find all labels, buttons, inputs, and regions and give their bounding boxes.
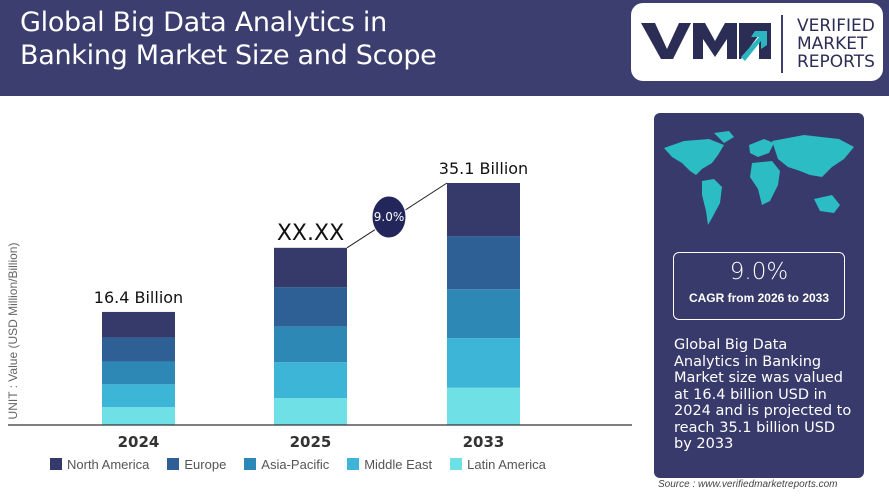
stacked-bar-chart: 2024 16.4 Billion 2025 XX.XX 2033 35.1 Billio… bbox=[8, 159, 632, 451]
world-map-icon bbox=[664, 131, 854, 225]
bar-segment-europe bbox=[447, 236, 520, 290]
legend-swatch bbox=[347, 458, 360, 470]
legend-label: Asia-Pacific bbox=[261, 457, 330, 472]
bar-segment-europe bbox=[274, 287, 347, 327]
legend-item: Latin America bbox=[450, 457, 546, 472]
market-description: Global Big Data Analytics in Banking Mar… bbox=[674, 337, 852, 452]
source-text: Source : www.verifiedmarketreports.com bbox=[658, 479, 838, 490]
legend-item: North America bbox=[50, 457, 149, 472]
legend-item: Europe bbox=[167, 457, 226, 472]
legend-label: Latin America bbox=[467, 457, 546, 472]
legend-item: Middle East bbox=[347, 457, 432, 472]
logo-divider bbox=[781, 15, 783, 73]
bar-segment-middle-east bbox=[102, 384, 175, 408]
bar-segment-latin-america bbox=[102, 407, 175, 425]
legend-item: Asia-Pacific bbox=[244, 457, 329, 472]
chart-area: UNIT : Value (USD Million/Billion) 2024 1… bbox=[0, 96, 640, 493]
bar-segment-north-america bbox=[447, 183, 520, 237]
x-tick-label: 2024 bbox=[118, 433, 160, 451]
page-title: Global Big Data Analytics in Banking Mark… bbox=[20, 6, 437, 72]
x-tick-label: 2025 bbox=[290, 433, 332, 451]
y-axis-label: UNIT : Value (USD Million/Billion) bbox=[6, 242, 20, 420]
logo: VERIFIED MARKET REPORTS bbox=[631, 3, 883, 81]
bar-segment-middle-east bbox=[447, 338, 520, 388]
title-line-2: Banking Market Size and Scope bbox=[20, 40, 437, 71]
vmr-logo-icon bbox=[641, 23, 771, 61]
title-line-1: Global Big Data Analytics in bbox=[20, 7, 387, 38]
cagr-value: 9.0% bbox=[729, 259, 789, 285]
legend-swatch bbox=[50, 458, 62, 470]
info-panel: 9.0% CAGR from 2026 to 2033 Global Big D… bbox=[654, 113, 864, 478]
legend-label: Europe bbox=[184, 457, 227, 472]
legend: North America Europe Asia-Pacific Middle Ea… bbox=[50, 457, 546, 472]
header-banner: Global Big Data Analytics in Banking Mark… bbox=[0, 0, 889, 96]
bar-segment-asia-pacific bbox=[274, 326, 347, 363]
bar-segment-north-america bbox=[102, 311, 175, 338]
bar-segment-middle-east bbox=[274, 362, 347, 399]
x-tick-label: 2033 bbox=[463, 433, 505, 451]
bar-segment-asia-pacific bbox=[447, 289, 520, 339]
bar-value-label: 35.1 Billion bbox=[439, 159, 528, 178]
cagr-box: 9.0% CAGR from 2026 to 2033 bbox=[673, 252, 845, 320]
legend-swatch bbox=[167, 458, 180, 470]
legend-label: Middle East bbox=[364, 457, 433, 472]
bar-segment-latin-america bbox=[274, 398, 347, 425]
legend-swatch bbox=[244, 458, 257, 470]
logo-text: VERIFIED MARKET REPORTS bbox=[797, 16, 875, 72]
bar-value-label: XX.XX bbox=[277, 221, 344, 246]
legend-label: North America bbox=[67, 457, 150, 472]
legend-swatch bbox=[450, 458, 463, 470]
cagr-bubble-label: 9.0% bbox=[374, 210, 405, 224]
bar-segment-north-america bbox=[274, 247, 347, 288]
bar-segment-asia-pacific bbox=[102, 361, 175, 385]
cagr-bubble bbox=[371, 195, 407, 239]
bar-value-label: 16.4 Billion bbox=[94, 288, 183, 307]
cagr-label: CAGR from 2026 to 2033 bbox=[688, 291, 830, 305]
bar-segment-latin-america bbox=[447, 387, 520, 425]
bar-segment-europe bbox=[102, 337, 175, 362]
